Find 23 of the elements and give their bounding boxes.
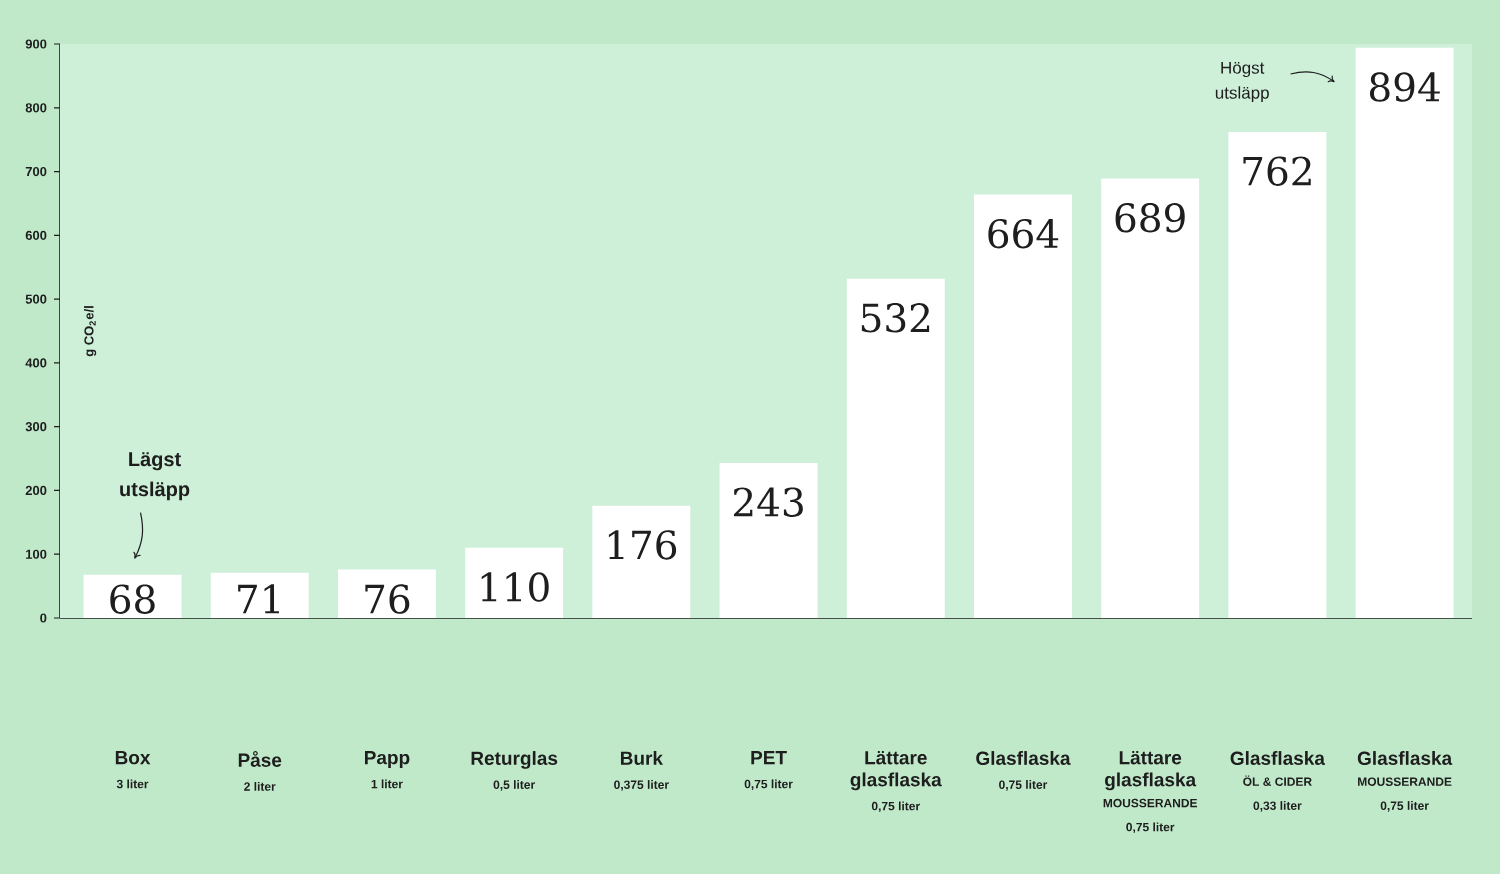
bar — [973, 194, 1072, 618]
bar — [465, 547, 564, 618]
data-label: 894 — [1369, 72, 1440, 102]
bar — [1355, 47, 1454, 618]
bar — [337, 569, 436, 618]
annotation: Högst utsläpp — [1215, 61, 1269, 103]
bar — [1228, 132, 1327, 618]
data-label: 76 — [365, 584, 410, 614]
data-label: 68 — [110, 584, 155, 614]
data-label: 71 — [238, 584, 279, 614]
data-label: 532 — [861, 303, 930, 333]
bar — [210, 572, 309, 618]
data-label: 664 — [988, 218, 1059, 249]
data-label: 762 — [1243, 156, 1311, 186]
bar — [719, 463, 818, 618]
data-label: 243 — [733, 487, 803, 517]
data-label: 689 — [1115, 202, 1185, 233]
bar — [592, 505, 691, 618]
data-label: 110 — [481, 572, 549, 602]
data-label: 176 — [608, 530, 677, 560]
bar — [846, 278, 945, 618]
annotation: Lägst utsläpp — [120, 452, 190, 501]
bar — [1101, 178, 1200, 618]
